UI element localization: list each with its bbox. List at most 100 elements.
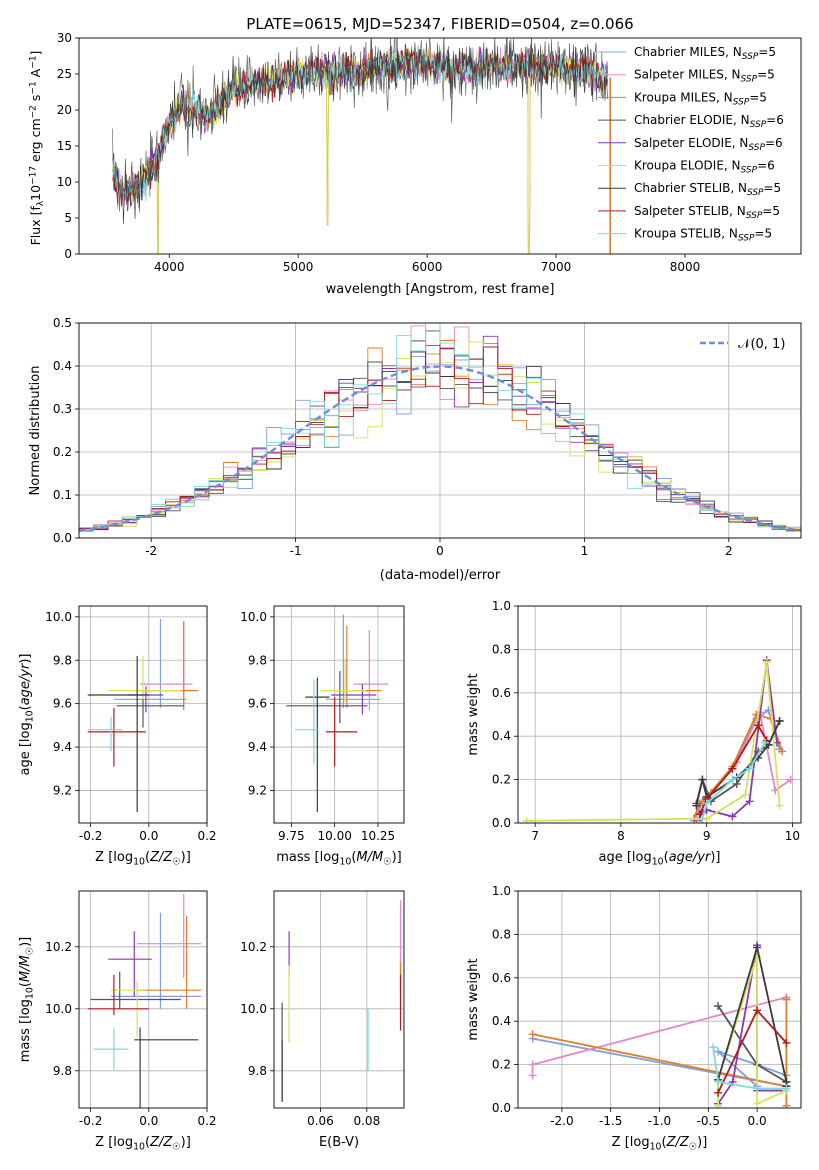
- y-tick-label: 10.0: [240, 610, 267, 624]
- weight-marker: [753, 1084, 762, 1093]
- y-tick-label: 10.0: [45, 610, 72, 624]
- legend-label: Salpeter STELIB, NSSP=5: [634, 204, 780, 221]
- y-tick-label: 0.5: [53, 316, 72, 330]
- y-tick-label: 0.4: [53, 359, 72, 373]
- x-axis-label: (data-model)/error: [380, 568, 501, 583]
- x-axis-label: mass [log10(M/M☉)]: [276, 850, 402, 867]
- x-tick-label: -0.5: [697, 1114, 720, 1128]
- y-tick-label: 0.3: [53, 402, 72, 416]
- y-tick-label: 9.2: [53, 783, 72, 797]
- y-tick-label: 20: [57, 103, 72, 117]
- legend-label: Kroupa MILES, NSSP=5: [634, 90, 767, 107]
- y-tick-label: 10.0: [45, 1002, 72, 1016]
- x-tick-label: -2: [145, 544, 157, 558]
- weight-marker: [762, 658, 771, 667]
- x-tick-label: -0.2: [79, 1114, 102, 1128]
- weight-marker: [753, 943, 762, 952]
- x-tick-label: 4000: [154, 260, 185, 274]
- axes-frame: [273, 605, 405, 824]
- weight-marker: [778, 747, 787, 756]
- x-tick-label: 1: [581, 544, 589, 558]
- legend-label: Kroupa ELODIE, NSSP=6: [634, 159, 775, 176]
- y-tick-label: 0.1: [53, 488, 72, 502]
- spectrum-line: [112, 38, 608, 225]
- histogram-step: [79, 323, 801, 533]
- weight-marker: [760, 738, 769, 747]
- y-tick-label: 1.0: [492, 599, 511, 613]
- x-axis-label: E(B-V): [319, 1135, 359, 1150]
- x-tick-label: 0.06: [307, 1114, 334, 1128]
- weight-marker: [775, 717, 784, 726]
- legend-label: Kroupa STELIB, NSSP=5: [634, 227, 772, 244]
- weight-marker: [692, 801, 701, 810]
- y-tick-label: 0.6: [492, 686, 511, 700]
- axes-frame: [517, 605, 802, 824]
- y-tick-label: 15: [57, 139, 72, 153]
- x-tick-label: -1.5: [599, 1114, 622, 1128]
- x-tick-label: 0.08: [353, 1114, 380, 1128]
- weight-line: [526, 662, 781, 822]
- y-tick-label: 9.4: [53, 740, 72, 754]
- weight-marker: [782, 1084, 791, 1093]
- x-tick-label: 6000: [412, 260, 443, 274]
- legend-label: Chabrier ELODIE, NSSP=6: [634, 113, 784, 130]
- axes-frame: [78, 322, 802, 539]
- weight-marker: [702, 799, 711, 808]
- axes-frame: [78, 605, 208, 824]
- weight-marker: [728, 775, 737, 784]
- weight-marker: [528, 1060, 537, 1069]
- legend-label: 𝒩(0, 1): [738, 337, 785, 352]
- y-axis-label: mass weight: [466, 673, 481, 755]
- y-tick-label: 0.4: [492, 729, 511, 743]
- legend-label: Salpeter MILES, NSSP=5: [634, 68, 775, 85]
- y-tick-label: 5: [64, 211, 72, 225]
- weight-marker: [698, 775, 707, 784]
- mass-weight-vs-metallicity-panel: -2.0 -1.5 -1.0 -0.5 0.0 0.0 0.2 0.4 0.6 0.8 1.0 Z […: [466, 884, 802, 1152]
- y-tick-label: 10.2: [240, 940, 267, 954]
- y-axis-label: age [log10(age/yr)]: [18, 653, 35, 775]
- x-tick-label: -1: [290, 544, 302, 558]
- weight-marker: [745, 797, 754, 806]
- legend-label: Chabrier MILES, NSSP=5: [634, 45, 776, 62]
- x-axis-label: Z [log10(Z/Z☉)]: [95, 1135, 191, 1152]
- y-axis-label: mass [log10(M/M☉)]: [18, 937, 35, 1063]
- y-tick-label: 9.8: [53, 653, 72, 667]
- axes-frame: [78, 37, 802, 255]
- residuals-panel: -2 -1 0 1 2 0.0 0.1 0.2 0.3 0.4 0.5 𝒩(0, 1) (data-mo…: [28, 316, 802, 583]
- x-tick-label: 9: [703, 829, 711, 843]
- y-tick-label: 9.6: [248, 697, 267, 711]
- x-tick-label: 5000: [283, 260, 314, 274]
- weight-marker: [728, 812, 737, 821]
- x-tick-label: -2.0: [550, 1114, 573, 1128]
- axes-frame: [78, 890, 208, 1109]
- weight-marker: [522, 816, 531, 823]
- y-tick-label: 0.0: [492, 1101, 511, 1115]
- weight-marker: [709, 1043, 718, 1052]
- x-axis-label: age [log10(age/yr)]: [598, 850, 720, 867]
- weight-marker: [695, 810, 704, 819]
- x-tick-label: 0.0: [139, 829, 158, 843]
- age-vs-mass-panel: 9.75 10.00 10.25 9.2 9.4 9.6 9.8 10.0 mass [log1…: [240, 605, 405, 867]
- weight-marker: [714, 1088, 723, 1097]
- y-tick-label: 0.8: [492, 927, 511, 941]
- legend-label: Salpeter ELODIE, NSSP=6: [634, 136, 783, 153]
- y-tick-label: 25: [57, 67, 72, 81]
- weight-marker: [714, 1047, 723, 1056]
- y-tick-label: 0.2: [492, 1058, 511, 1072]
- x-tick-label: 0: [436, 544, 444, 558]
- weight-marker: [714, 1077, 723, 1086]
- weight-marker: [698, 814, 707, 823]
- mass-vs-extinction-panel: 0.06 0.08 9.8 10.0 10.2 E(B-V): [240, 890, 405, 1150]
- y-tick-label: 0.2: [53, 445, 72, 459]
- y-tick-label: 9.2: [248, 783, 267, 797]
- y-axis-label: mass weight: [466, 958, 481, 1040]
- weight-marker: [775, 801, 784, 810]
- weight-marker: [714, 1101, 723, 1108]
- x-tick-label: 2: [725, 544, 733, 558]
- y-tick-label: 9.8: [53, 1064, 72, 1078]
- x-tick-label: -0.2: [79, 829, 102, 843]
- x-tick-label: 0.2: [197, 1114, 216, 1128]
- weight-marker: [753, 1099, 762, 1108]
- y-tick-label: 9.8: [248, 1064, 267, 1078]
- y-tick-label: 1.0: [492, 884, 511, 898]
